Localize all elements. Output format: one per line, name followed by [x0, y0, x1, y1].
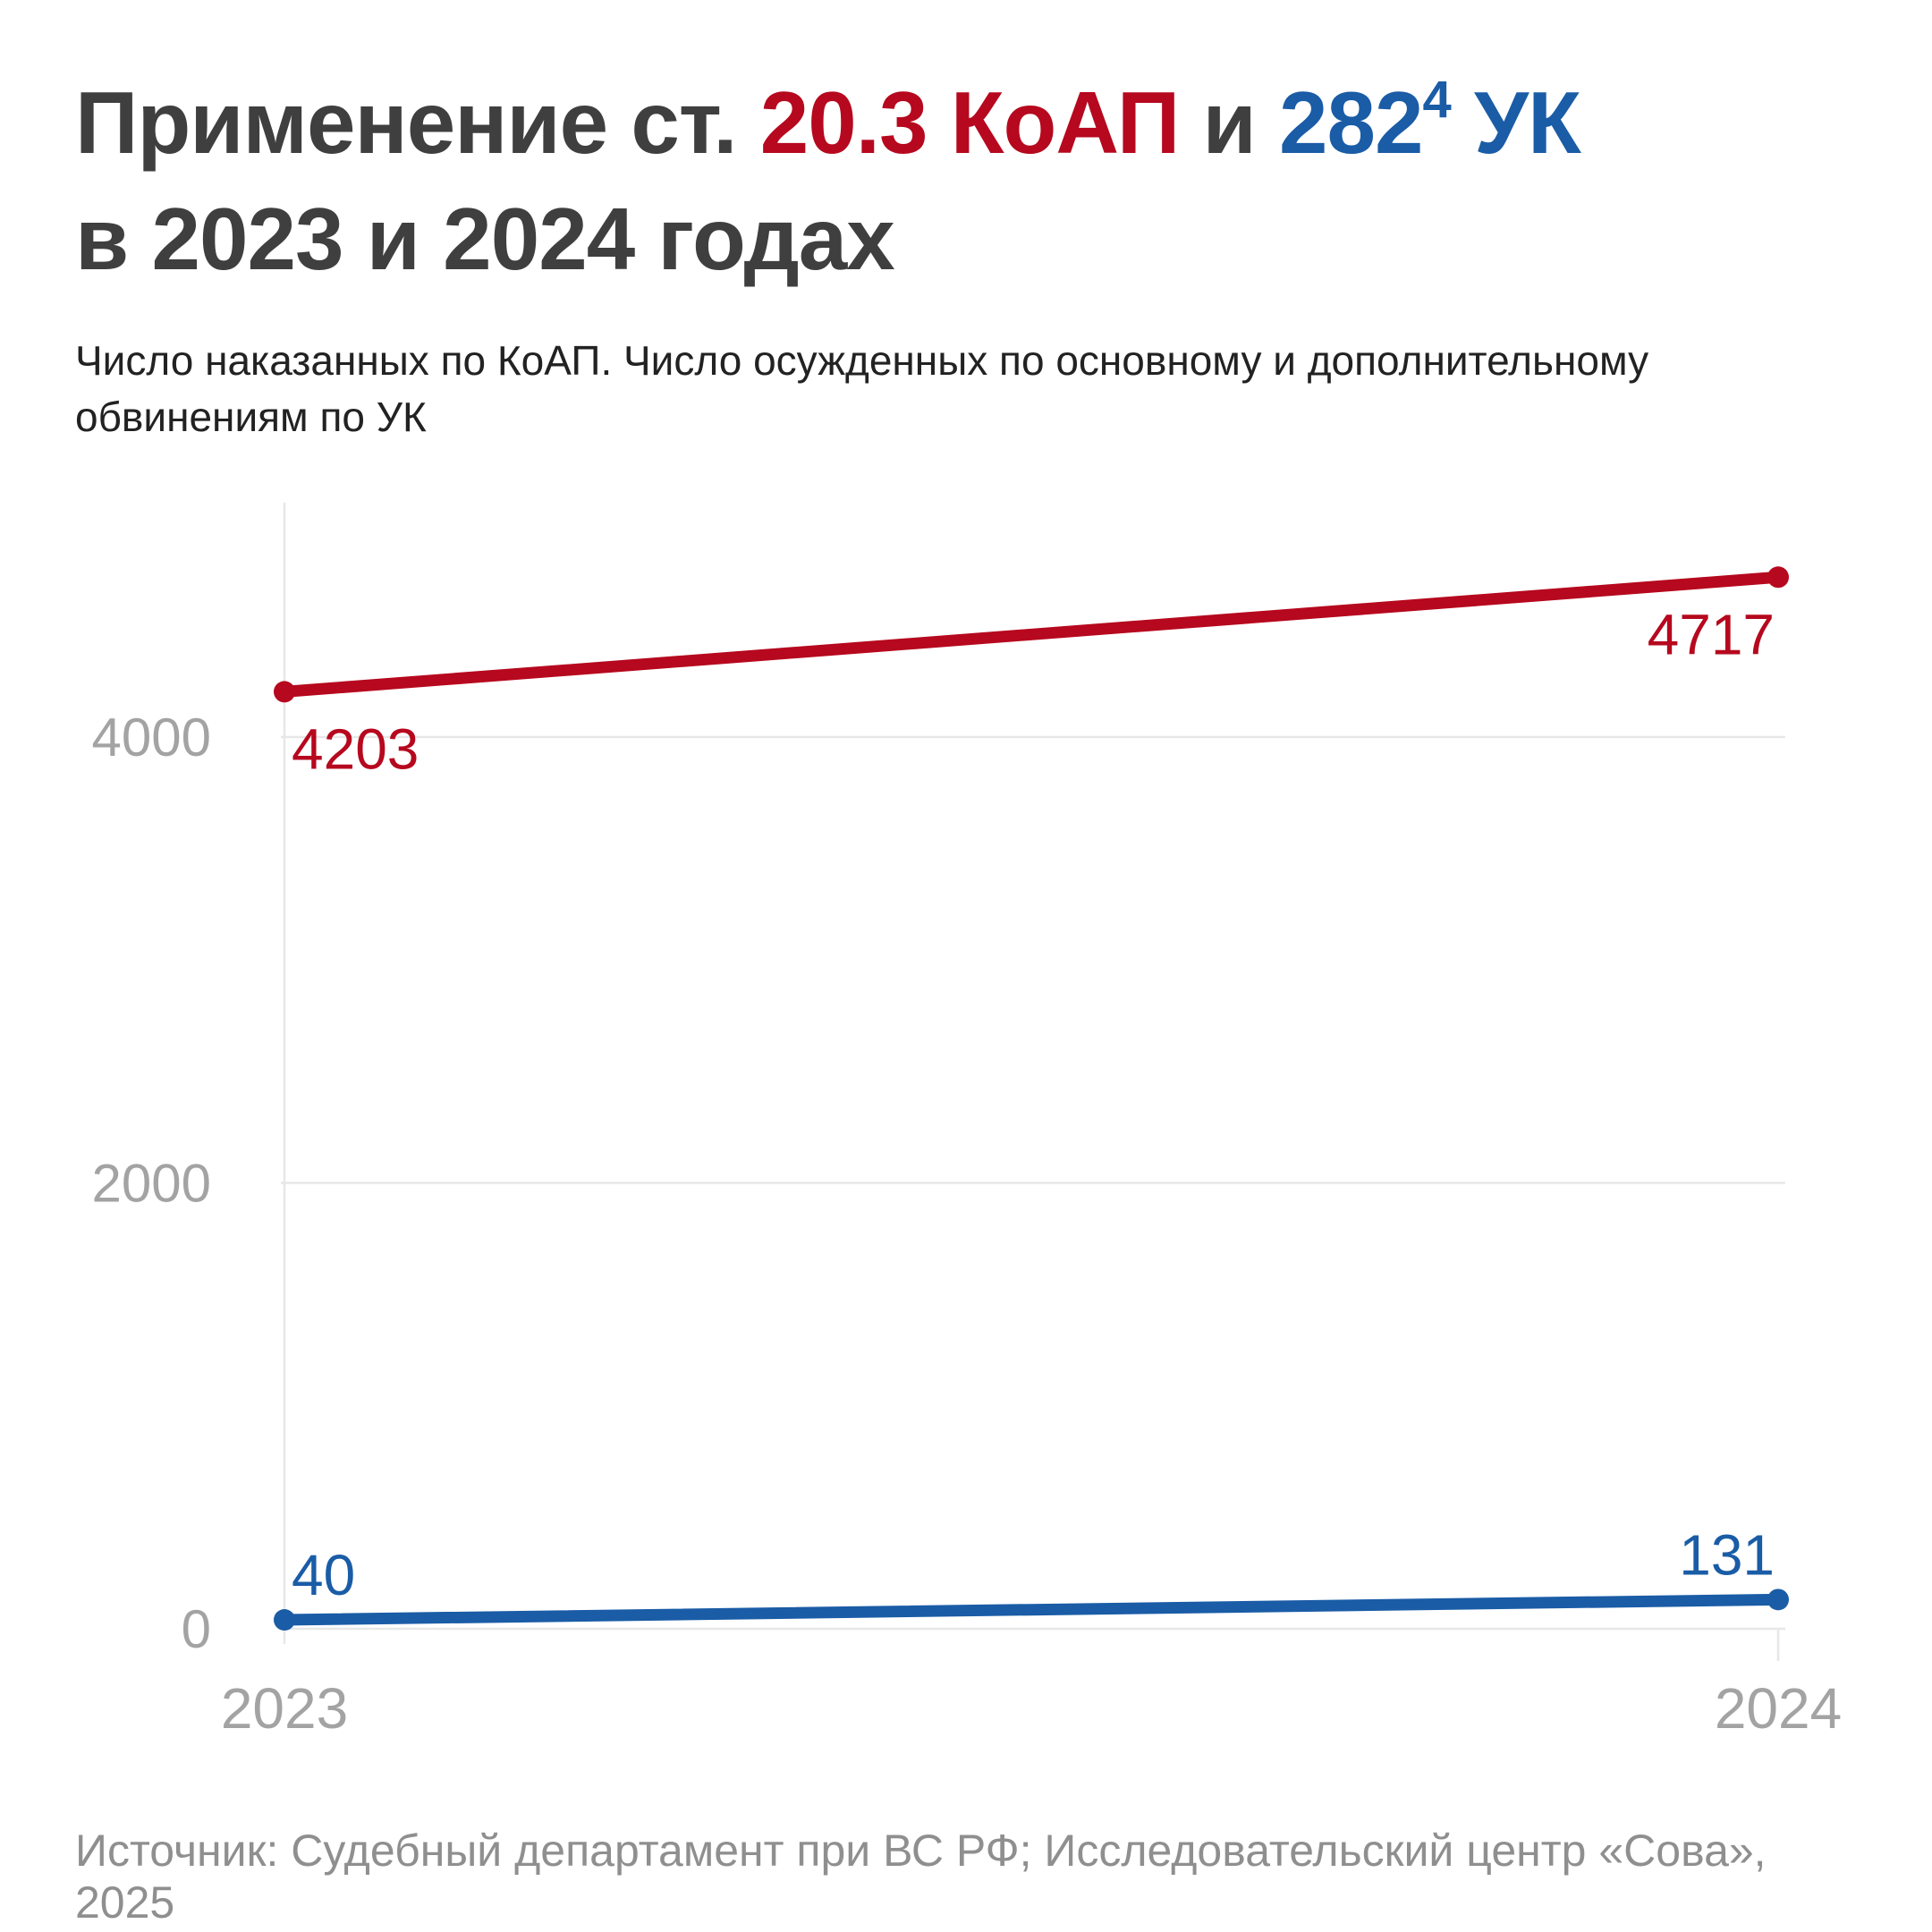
- title-blue-superscript: 4: [1422, 71, 1452, 129]
- y-tick-label-2000: 2000: [92, 1154, 211, 1214]
- title-line-2: в 2023 и 2024 годах: [75, 190, 895, 288]
- y-tick-label-4000: 4000: [92, 708, 211, 767]
- y-tick-label-0: 0: [182, 1599, 211, 1659]
- data-label-red-2023: 4203: [292, 716, 419, 781]
- source-note: Источник: Судебный департамент при ВС РФ…: [75, 1826, 1767, 1928]
- title-connector: и: [1179, 73, 1280, 172]
- data-point-red-2024: [1767, 566, 1789, 589]
- data-point-blue-2023: [274, 1609, 295, 1631]
- data-label-blue-2023: 40: [292, 1543, 355, 1607]
- title-blue-suffix: УК: [1450, 73, 1581, 172]
- title-blue-article: 2824 УК: [1279, 71, 1581, 172]
- series-line-blue: [278, 1593, 1784, 1626]
- title-prefix: Применение ст.: [75, 73, 760, 172]
- title-line-1: Применение ст. 20.3 КоАП и 2824 УК: [75, 64, 1864, 181]
- page-title: Применение ст. 20.3 КоАП и 2824 УК в 202…: [75, 64, 1864, 297]
- data-label-blue-2024: 131: [1679, 1522, 1775, 1587]
- data-point-blue-2024: [1767, 1589, 1789, 1611]
- series-line-red: [278, 571, 1784, 698]
- chart-subtitle: Число наказанных по КоАП. Число осужденн…: [75, 337, 1649, 440]
- title-blue-base: 282: [1279, 73, 1424, 172]
- data-label-red-2024: 4717: [1648, 602, 1775, 666]
- x-tick-label-2024: 2024: [1715, 1676, 1842, 1741]
- data-point-red-2023: [274, 681, 295, 703]
- title-red-article: 20.3 КоАП: [759, 73, 1181, 172]
- x-tick-label-2023: 2023: [221, 1676, 348, 1741]
